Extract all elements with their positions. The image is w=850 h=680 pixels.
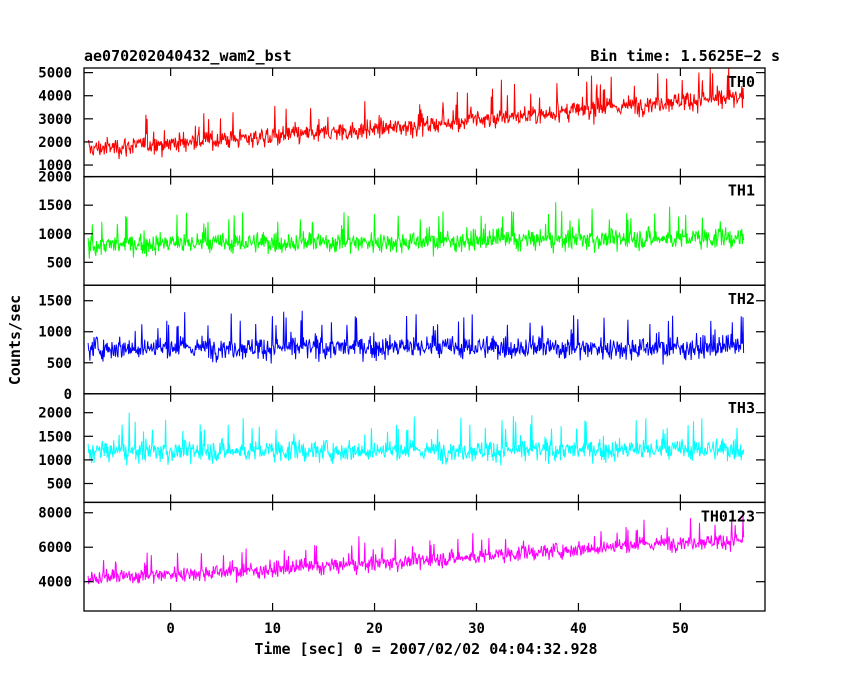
y-tick-label: 1500 bbox=[38, 429, 72, 445]
y-tick-label: 1000 bbox=[38, 325, 72, 341]
y-tick-label: 500 bbox=[47, 356, 72, 372]
series-th3-line bbox=[87, 412, 745, 466]
x-tick-label: 50 bbox=[672, 621, 689, 637]
series-th1-line bbox=[87, 202, 745, 259]
y-tick-label: 5000 bbox=[38, 66, 72, 82]
series-th2-line bbox=[87, 310, 745, 365]
panel-label-th3: TH3 bbox=[728, 399, 755, 417]
y-tick-label: 1000 bbox=[38, 227, 72, 243]
panel-label-th1: TH1 bbox=[728, 182, 755, 200]
y-tick-label: 500 bbox=[47, 255, 72, 271]
panel-label-th0: TH0 bbox=[728, 73, 755, 91]
y-tick-label: 8000 bbox=[38, 506, 72, 522]
y-tick-label: 3000 bbox=[38, 112, 72, 128]
y-tick-label: 1000 bbox=[38, 158, 72, 174]
x-tick-label: 30 bbox=[468, 621, 485, 637]
x-axis-label: Time [sec] 0 = 2007/02/02 04:04:32.928 bbox=[254, 640, 597, 658]
y-tick-label: 0 bbox=[64, 387, 72, 403]
y-tick-label: 1500 bbox=[38, 198, 72, 214]
y-tick-label: 6000 bbox=[38, 540, 72, 556]
y-tick-label: 2000 bbox=[38, 406, 72, 422]
panel-frame-th2 bbox=[83, 284, 766, 395]
y-tick-label: 500 bbox=[47, 477, 72, 493]
series-th0-line bbox=[87, 68, 745, 160]
bin-time-label: Bin time: 1.5625E−2 s bbox=[590, 47, 780, 65]
panel-frame-th0 bbox=[83, 67, 766, 178]
y-tick-label: 4000 bbox=[38, 575, 72, 591]
y-tick-label: 2000 bbox=[38, 135, 72, 151]
y-tick-label: 1000 bbox=[38, 453, 72, 469]
x-tick-label: 10 bbox=[264, 621, 281, 637]
y-tick-label: 4000 bbox=[38, 89, 72, 105]
x-tick-label: 0 bbox=[166, 621, 174, 637]
panel-frame-th0123 bbox=[83, 501, 766, 612]
x-tick-label: 20 bbox=[366, 621, 383, 637]
y-tick-label: 1500 bbox=[38, 294, 72, 310]
series-th0123-line bbox=[87, 515, 745, 585]
y-tick-label: 2000 bbox=[38, 170, 72, 186]
panel-label-th0123: TH0123 bbox=[701, 507, 755, 525]
x-tick-label: 40 bbox=[570, 621, 587, 637]
panel-label-th2: TH2 bbox=[728, 290, 755, 308]
chart-title: ae070202040432_wam2_bst bbox=[84, 47, 292, 65]
y-axis-label: Counts/sec bbox=[6, 295, 24, 385]
